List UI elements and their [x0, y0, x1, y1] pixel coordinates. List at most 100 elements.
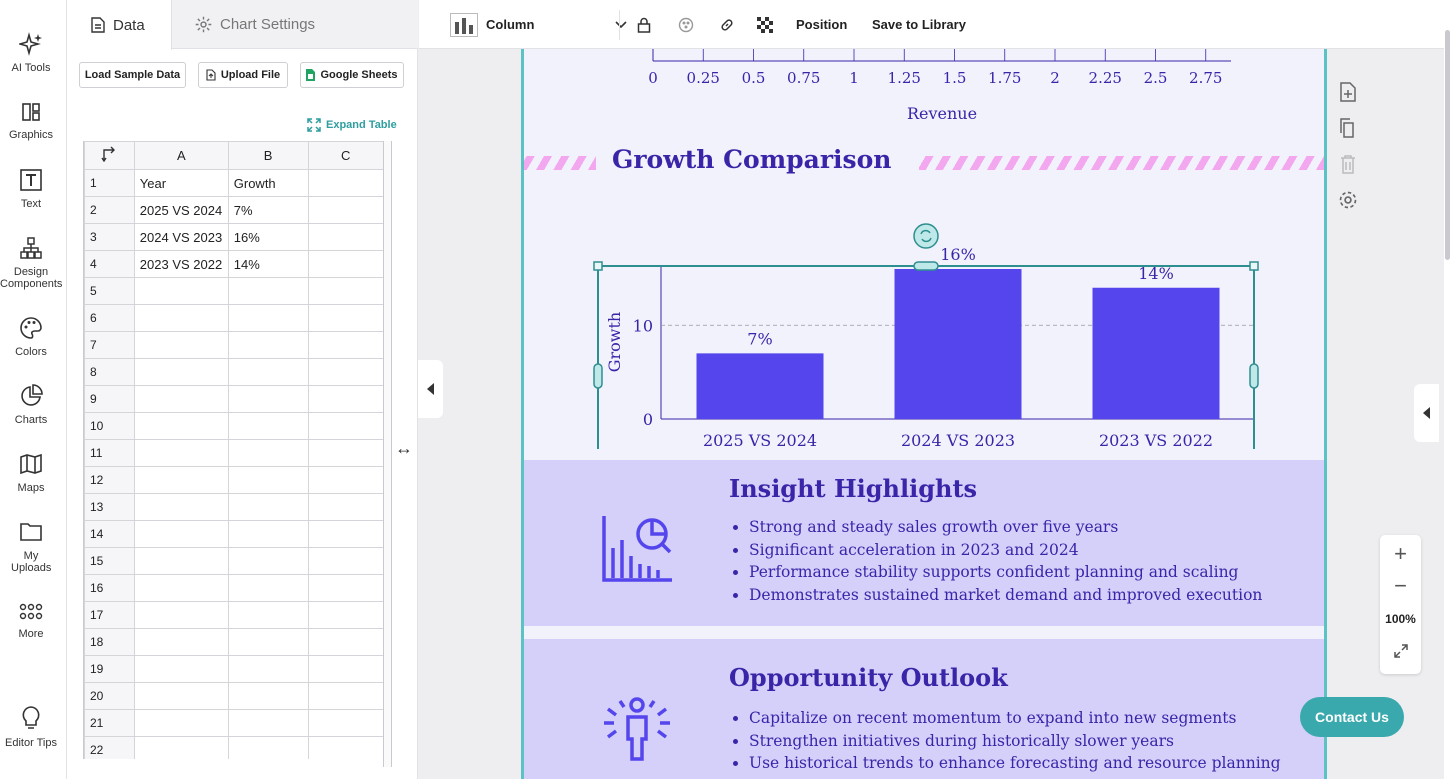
table-cell[interactable]: [307, 358, 384, 386]
table-cell[interactable]: [227, 736, 309, 759]
table-cell[interactable]: [307, 628, 384, 656]
fit-screen-button[interactable]: [1380, 643, 1421, 664]
collapse-panel-button[interactable]: [418, 360, 443, 418]
table-cell[interactable]: [307, 466, 384, 494]
rail-text[interactable]: Text: [0, 168, 62, 210]
canvas-page[interactable]: 0 0.25 0.5 0.75 1 1.25 1.5 1.75 2 2.25 2.5 2.75 Rev…: [521, 49, 1327, 779]
table-cell[interactable]: [133, 520, 229, 548]
table-cell[interactable]: [133, 574, 229, 602]
table-cell[interactable]: [133, 655, 229, 683]
table-cell[interactable]: 2023 VS 2022: [133, 250, 229, 278]
rail-charts[interactable]: Charts: [0, 384, 62, 426]
add-page-icon[interactable]: [1338, 82, 1358, 102]
table-cell[interactable]: 2025 VS 2024: [133, 196, 229, 224]
expand-table-button[interactable]: Expand Table: [307, 118, 397, 132]
table-cell[interactable]: 7%: [227, 196, 309, 224]
table-cell[interactable]: [307, 277, 384, 305]
tab-data[interactable]: Data: [67, 0, 172, 50]
table-cell[interactable]: [227, 304, 309, 332]
resize-handle-icon[interactable]: ↔: [395, 438, 413, 458]
table-cell[interactable]: [227, 547, 309, 575]
table-cell[interactable]: [227, 493, 309, 521]
rail-my-uploads[interactable]: My Uploads: [0, 520, 62, 574]
table-cell[interactable]: [133, 385, 229, 413]
table-cell[interactable]: [227, 682, 309, 710]
page-scrollbar[interactable]: [1444, 0, 1451, 779]
save-to-library-button[interactable]: Save to Library: [872, 17, 966, 32]
table-cell[interactable]: [227, 277, 309, 305]
table-cell[interactable]: 2024 VS 2023: [133, 223, 229, 251]
edge-resize-handle[interactable]: [593, 363, 603, 389]
contact-us-button[interactable]: Contact Us: [1300, 697, 1404, 737]
duplicate-page-icon[interactable]: [1338, 118, 1358, 138]
table-cell[interactable]: 14%: [227, 250, 309, 278]
corner-resize-handle[interactable]: [1249, 261, 1259, 271]
table-cell[interactable]: [133, 709, 229, 737]
insight-highlights-section[interactable]: Insight Highlights Strong and steady sal…: [524, 460, 1324, 626]
transpose-corner-button[interactable]: [84, 141, 135, 170]
table-cell[interactable]: [307, 412, 384, 440]
table-cell[interactable]: [227, 520, 309, 548]
chart-type-select[interactable]: Column: [450, 0, 627, 49]
table-cell[interactable]: [227, 574, 309, 602]
tab-chart-settings[interactable]: Chart Settings: [195, 0, 315, 49]
column-header-b[interactable]: B: [227, 141, 309, 170]
table-cell[interactable]: [227, 385, 309, 413]
table-cell[interactable]: [227, 412, 309, 440]
growth-bar-chart[interactable]: 0 10 Growth 7% 2025 VS 2024 16% 2024 VS 2023 14…: [590, 199, 1270, 449]
table-cell[interactable]: [307, 169, 384, 197]
table-cell[interactable]: [133, 439, 229, 467]
column-header-c[interactable]: C: [307, 141, 384, 170]
table-cell[interactable]: [133, 601, 229, 629]
table-cell[interactable]: [227, 358, 309, 386]
page-settings-icon[interactable]: [1338, 190, 1358, 210]
google-sheets-button[interactable]: Google Sheets: [300, 62, 404, 88]
column-header-a[interactable]: A: [133, 141, 229, 170]
effects-button[interactable]: [678, 0, 694, 49]
table-cell[interactable]: [133, 736, 229, 759]
collapse-right-panel-button[interactable]: [1414, 384, 1439, 442]
delete-page-icon[interactable]: [1338, 154, 1358, 174]
growth-comparison-title[interactable]: Growth Comparison: [612, 145, 892, 174]
table-cell[interactable]: [133, 547, 229, 575]
table-cell[interactable]: [227, 709, 309, 737]
zoom-level[interactable]: 100%: [1385, 612, 1416, 626]
rail-design-components[interactable]: Design Components: [0, 236, 62, 290]
table-cell[interactable]: [307, 196, 384, 224]
table-cell[interactable]: [307, 304, 384, 332]
load-sample-data-button[interactable]: Load Sample Data: [79, 62, 186, 88]
table-cell[interactable]: [307, 520, 384, 548]
table-cell[interactable]: [227, 601, 309, 629]
position-button[interactable]: Position: [796, 17, 848, 32]
table-cell[interactable]: [307, 709, 384, 737]
zoom-out-button[interactable]: −: [1394, 573, 1407, 598]
rotate-handle-icon[interactable]: [913, 223, 939, 249]
table-cell[interactable]: [133, 304, 229, 332]
table-cell[interactable]: [307, 547, 384, 575]
table-cell[interactable]: [227, 466, 309, 494]
table-cell[interactable]: [227, 628, 309, 656]
sheet-scrollbar[interactable]: [383, 141, 392, 767]
table-cell[interactable]: [307, 331, 384, 359]
table-cell[interactable]: [133, 466, 229, 494]
table-cell[interactable]: [133, 412, 229, 440]
table-cell[interactable]: [307, 655, 384, 683]
table-cell[interactable]: [133, 682, 229, 710]
table-cell[interactable]: Year: [133, 169, 229, 197]
zoom-in-button[interactable]: +: [1394, 541, 1407, 566]
rail-colors[interactable]: Colors: [0, 316, 62, 358]
rail-editor-tips[interactable]: Editor Tips: [0, 705, 62, 749]
table-cell[interactable]: [307, 574, 384, 602]
table-cell[interactable]: [133, 331, 229, 359]
edge-resize-handle[interactable]: [913, 261, 939, 271]
table-cell[interactable]: [133, 277, 229, 305]
table-cell[interactable]: [227, 331, 309, 359]
table-cell[interactable]: [307, 439, 384, 467]
table-cell[interactable]: [133, 358, 229, 386]
rail-maps[interactable]: Maps: [0, 452, 62, 494]
table-cell[interactable]: [133, 493, 229, 521]
rail-more[interactable]: More: [0, 602, 62, 640]
rail-ai-tools[interactable]: AI Tools: [0, 32, 62, 74]
table-cell[interactable]: [227, 655, 309, 683]
table-cell[interactable]: 16%: [227, 223, 309, 251]
